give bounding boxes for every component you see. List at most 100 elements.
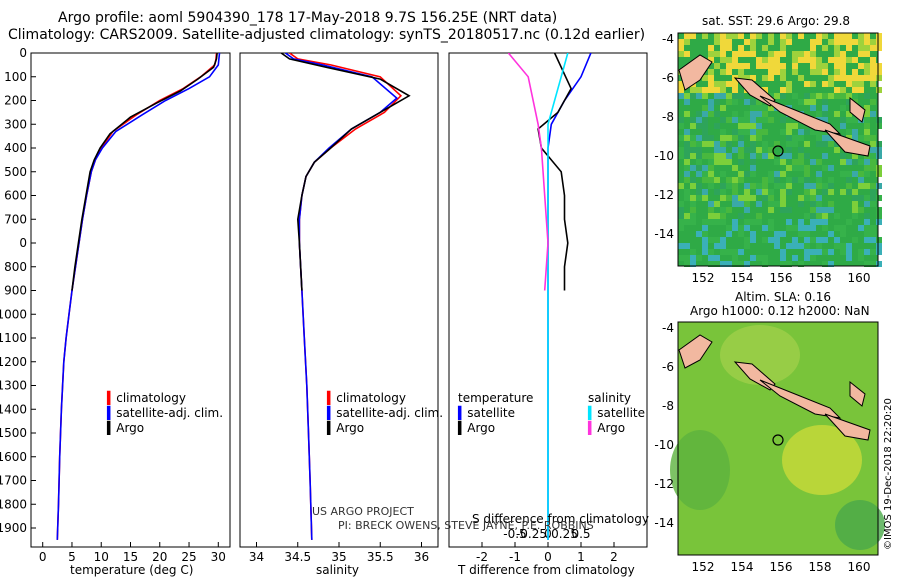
sst-cell <box>762 105 768 111</box>
sst-cell <box>870 249 876 255</box>
sst-cell <box>744 99 750 105</box>
sst-cell <box>732 249 738 255</box>
sst-cell <box>678 87 684 93</box>
sst-cell <box>708 51 714 57</box>
sst-cell <box>690 207 696 213</box>
sst-cell <box>684 147 690 153</box>
series-line-climatology <box>289 53 403 540</box>
sst-cell <box>750 153 756 159</box>
sst-cell <box>810 183 816 189</box>
sst-cell <box>744 39 750 45</box>
sst-cell <box>822 219 828 225</box>
sst-cell <box>702 75 708 81</box>
sst-cell <box>696 135 702 141</box>
sst-cell <box>690 141 696 147</box>
sst-cell <box>792 57 798 63</box>
sst-cell <box>792 177 798 183</box>
sst-cell <box>732 261 738 267</box>
sst-cell <box>864 261 870 267</box>
sst-cell <box>726 249 732 255</box>
sst-cell <box>876 213 882 219</box>
sst-cell <box>690 117 696 123</box>
y-tick-label: 1100 <box>0 331 27 345</box>
sst-cell <box>858 183 864 189</box>
x-tick-label: 35.5 <box>367 550 394 564</box>
sst-cell <box>714 237 720 243</box>
sst-cell <box>762 195 768 201</box>
sst-cell <box>738 201 744 207</box>
sst-cell <box>732 129 738 135</box>
sst-cell <box>816 171 822 177</box>
sst-cell <box>798 165 804 171</box>
sst-cell <box>738 123 744 129</box>
s-difference-axis-label: S difference from climatology <box>472 512 649 526</box>
sst-cell <box>834 63 840 69</box>
sst-cell <box>738 75 744 81</box>
sst-cell <box>774 57 780 63</box>
sst-cell <box>840 51 846 57</box>
sst-cell <box>864 159 870 165</box>
sst-cell <box>678 183 684 189</box>
salinity-axis-label: salinity <box>316 563 360 577</box>
sst-cell <box>750 51 756 57</box>
sst-cell <box>858 39 864 45</box>
sst-cell <box>786 135 792 141</box>
sst-cell <box>744 195 750 201</box>
sst-cell <box>786 243 792 249</box>
sst-cell <box>756 219 762 225</box>
sst-cell <box>720 39 726 45</box>
sst-cell <box>720 243 726 249</box>
sst-cell <box>774 171 780 177</box>
sst-cell <box>678 93 684 99</box>
sst-cell <box>684 165 690 171</box>
sst-cell <box>690 249 696 255</box>
sst-cell <box>834 237 840 243</box>
map-x-tick-label: 160 <box>848 271 871 285</box>
sst-cell <box>684 141 690 147</box>
sst-cell <box>834 93 840 99</box>
sst-cell <box>714 219 720 225</box>
sst-cell <box>864 117 870 123</box>
sst-cell <box>720 45 726 51</box>
sst-cell <box>774 231 780 237</box>
sst-cell <box>864 219 870 225</box>
chart-title-line2: Climatology: CARS2009. Satellite-adjuste… <box>8 27 646 43</box>
sst-cell <box>714 213 720 219</box>
sst-cell <box>858 33 864 39</box>
sst-cell <box>804 243 810 249</box>
sst-cell <box>708 153 714 159</box>
sst-cell <box>744 183 750 189</box>
y-tick-label: 900 <box>4 284 27 298</box>
sst-cell <box>750 183 756 189</box>
sst-cell <box>678 243 684 249</box>
sst-cell <box>708 69 714 75</box>
sst-cell <box>762 111 768 117</box>
sst-cell <box>702 165 708 171</box>
sst-cell <box>876 261 882 267</box>
x-tick-label: -2 <box>476 550 488 564</box>
sst-cell <box>816 183 822 189</box>
sst-cell <box>708 81 714 87</box>
sst-cell <box>678 81 684 87</box>
sst-cell <box>840 57 846 63</box>
temperature-axis-label: temperature (deg C) <box>70 563 194 577</box>
sst-cell <box>804 51 810 57</box>
sst-cell <box>822 99 828 105</box>
sst-cell <box>810 51 816 57</box>
sst-cell <box>810 99 816 105</box>
sst-cell <box>702 237 708 243</box>
sst-cell <box>690 33 696 39</box>
sst-cell <box>702 189 708 195</box>
sst-cell <box>822 135 828 141</box>
sst-cell <box>720 183 726 189</box>
sst-cell <box>822 33 828 39</box>
sst-cell <box>852 237 858 243</box>
sst-cell <box>714 33 720 39</box>
sst-cell <box>828 231 834 237</box>
map-x-tick-label: 152 <box>692 560 715 574</box>
sst-cell <box>816 177 822 183</box>
sst-cell <box>690 177 696 183</box>
sst-cell <box>816 69 822 75</box>
sst-cell <box>828 135 834 141</box>
